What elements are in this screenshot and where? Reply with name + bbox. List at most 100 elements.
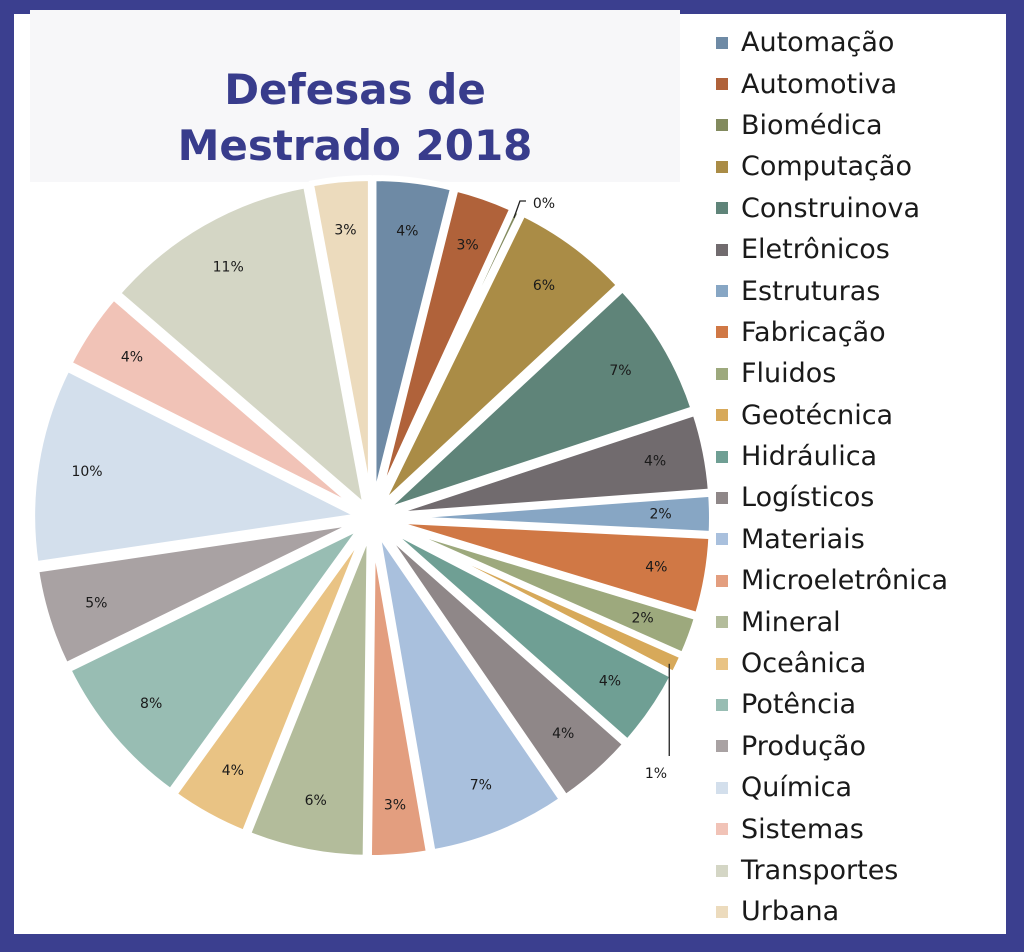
legend-swatch-11 (716, 491, 728, 504)
legend-label-17: Produção (741, 730, 866, 762)
legend-label-5: Eletrônicos (741, 234, 890, 266)
chart-title-line-2: Mestrado 2018 (177, 121, 533, 170)
legend-swatch-5 (716, 243, 728, 256)
pie-slice-13 (365, 526, 433, 861)
legend-item-19: Sistemas (716, 808, 948, 849)
legend-label-2: Biomédica (741, 109, 883, 141)
legend-swatch-9 (716, 409, 728, 422)
leader-line-2 (513, 200, 526, 219)
pie-data-label-10: 4% (599, 673, 621, 689)
legend-label-13: Microeletrônica (741, 565, 949, 597)
pie-data-label-15: 4% (222, 763, 244, 779)
legend-item-6: Estruturas (716, 270, 948, 311)
pie-data-label-7: 4% (645, 559, 667, 575)
legend-item-0: Automação (716, 22, 948, 63)
pie-slice-17 (33, 518, 364, 669)
legend-label-16: Potência (741, 689, 857, 721)
legend-item-15: Oceânica (716, 643, 948, 684)
legend-label-8: Fluidos (741, 358, 837, 390)
legend-label-1: Automotiva (741, 68, 898, 100)
pie-data-label-13: 3% (384, 798, 406, 814)
pie-slice-18 (29, 365, 364, 568)
legend-label-7: Fabricação (741, 316, 886, 348)
legend-label-0: Automação (741, 27, 895, 59)
legend-item-13: Microeletrônica (716, 560, 948, 601)
pie-data-label-17: 5% (85, 595, 107, 611)
legend-item-8: Fluidos (716, 353, 948, 394)
legend-item-21: Urbana (716, 891, 948, 932)
legend-swatch-7 (716, 326, 728, 339)
pie-data-label-14: 6% (305, 793, 327, 809)
pie-slice-14 (244, 526, 373, 861)
legend-item-11: Logísticos (716, 477, 948, 518)
pie-slice-12 (373, 526, 566, 856)
legend-label-19: Sistemas (741, 813, 864, 845)
legend-item-10: Hidráulica (716, 436, 948, 477)
legend-swatch-4 (716, 202, 728, 215)
legend-swatch-8 (716, 367, 728, 380)
legend-swatch-2 (716, 119, 728, 132)
legend-item-17: Produção (716, 726, 948, 767)
legend-swatch-3 (716, 160, 728, 173)
legend-swatch-6 (716, 285, 728, 298)
pie-slice-11 (376, 523, 629, 801)
legend: Automação Automotiva Biomédica Computação Co… (716, 22, 948, 933)
legend-swatch-1 (716, 78, 728, 91)
legend-label-14: Mineral (741, 606, 841, 638)
legend-label-10: Hidráulica (741, 441, 878, 473)
legend-swatch-21 (716, 905, 728, 918)
legend-label-9: Geotécnica (741, 399, 894, 431)
legend-label-20: Transportes (741, 855, 899, 886)
pie-slice-15 (171, 525, 370, 837)
pie-slice-21 (307, 175, 374, 510)
legend-swatch-18 (716, 781, 728, 794)
pie-data-label-9: 1% (645, 766, 667, 782)
legend-item-4: Construinova (716, 188, 948, 229)
legend-swatch-13 (716, 574, 728, 587)
legend-label-6: Estruturas (741, 275, 881, 307)
pie-slice-16 (65, 522, 366, 795)
legend-item-18: Química (716, 767, 948, 808)
pie-data-label-18: 10% (71, 464, 102, 480)
legend-swatch-16 (716, 698, 728, 711)
pie-data-label-12: 7% (470, 777, 492, 793)
pie-data-label-20: 11% (213, 260, 244, 276)
legend-item-7: Fabricação (716, 312, 948, 353)
legend-item-3: Computação (716, 146, 948, 187)
legend-label-11: Logísticos (741, 482, 875, 514)
pie-data-label-0: 4% (396, 224, 418, 240)
pie-data-label-16: 8% (140, 696, 162, 712)
chart-title: Defesas de Mestrado 2018 (30, 62, 680, 174)
chart-title-line-1: Defesas de (224, 65, 486, 114)
pie-data-label-3: 6% (533, 278, 555, 294)
pie-slice-3 (376, 210, 623, 512)
pie-slice-20 (114, 182, 370, 511)
legend-label-15: Oceânica (741, 648, 867, 680)
legend-label-21: Urbana (741, 896, 840, 928)
legend-swatch-14 (716, 616, 728, 629)
title-box (30, 10, 680, 182)
pie-data-label-1: 3% (456, 238, 478, 254)
pie-data-label-2: 0% (533, 196, 555, 212)
pie-slice-19 (66, 294, 366, 515)
pie-data-label-5: 4% (644, 454, 666, 470)
legend-item-16: Potência (716, 684, 948, 725)
legend-item-20: Transportes (716, 850, 948, 891)
legend-swatch-0 (716, 36, 728, 49)
legend-label-3: Computação (741, 151, 912, 183)
pie-data-label-4: 7% (609, 363, 631, 379)
legend-item-14: Mineral (716, 601, 948, 642)
legend-item-1: Automotiva (716, 63, 948, 104)
legend-item-2: Biomédica (716, 105, 948, 146)
legend-swatch-19 (716, 823, 728, 836)
legend-label-18: Química (741, 772, 853, 804)
legend-swatch-12 (716, 533, 728, 546)
legend-swatch-17 (716, 740, 728, 753)
legend-swatch-20 (716, 864, 728, 877)
legend-swatch-10 (716, 450, 728, 463)
pie-slice-4 (379, 285, 697, 515)
legend-label-4: Construinova (741, 192, 921, 224)
legend-item-12: Materiais (716, 519, 948, 560)
legend-label-12: Materiais (741, 523, 865, 555)
